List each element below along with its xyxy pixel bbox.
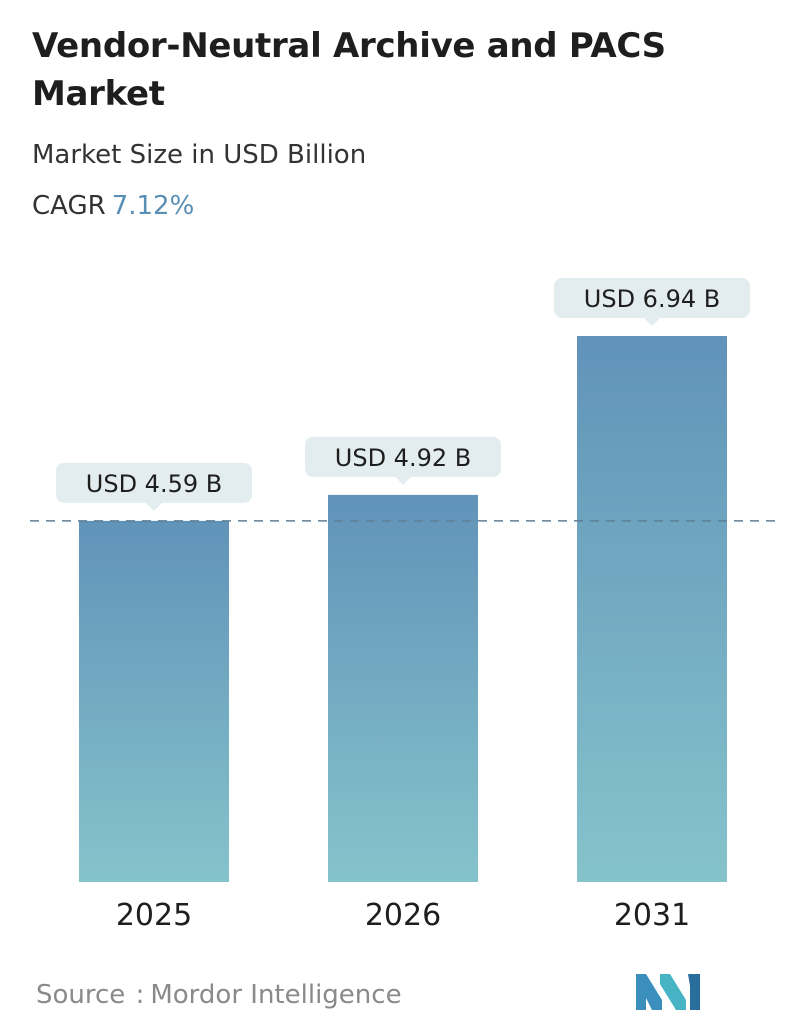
cagr-label: CAGR [32, 191, 106, 221]
bar-2025 [79, 520, 229, 882]
data-label-2031: USD 6.94 B [554, 278, 750, 326]
bar-2031 [577, 336, 727, 882]
data-label-text: USD 6.94 B [584, 285, 720, 313]
source-label: Source [36, 980, 126, 1010]
data-label-box [56, 462, 252, 503]
chart-title: Vendor-Neutral Archive and PACS Market [32, 26, 666, 114]
x-axis-ticks: 2025 2026 2031 [116, 898, 690, 933]
source-value: Mordor Intelligence [150, 980, 402, 1010]
source-separator: : [135, 980, 145, 1010]
data-label-box [554, 278, 750, 318]
x-tick-label: 2025 [116, 898, 192, 933]
data-label-pointer [644, 318, 660, 326]
data-labels-layer: USD 4.59 B USD 4.92 B USD 6.94 B [56, 278, 750, 511]
source-note: Source : Mordor Intelligence [36, 980, 402, 1010]
cagr-value: 7.12% [111, 191, 195, 221]
mordor-intelligence-logo-icon [636, 974, 700, 1010]
data-label-pointer [146, 502, 162, 511]
data-label-2026: USD 4.92 B [305, 436, 501, 485]
bar-2026 [328, 494, 478, 882]
data-label-text: USD 4.59 B [86, 470, 222, 498]
data-label-pointer [395, 476, 411, 485]
cagr-line: CAGR 7.12% [32, 191, 194, 221]
bars-layer [79, 336, 727, 882]
chart-subtitle: Market Size in USD Billion [32, 140, 367, 170]
x-tick-label: 2026 [365, 898, 441, 933]
x-tick-label: 2031 [614, 898, 690, 933]
data-label-box [305, 436, 501, 477]
data-label-2025: USD 4.59 B [56, 462, 252, 511]
data-label-text: USD 4.92 B [335, 444, 471, 472]
